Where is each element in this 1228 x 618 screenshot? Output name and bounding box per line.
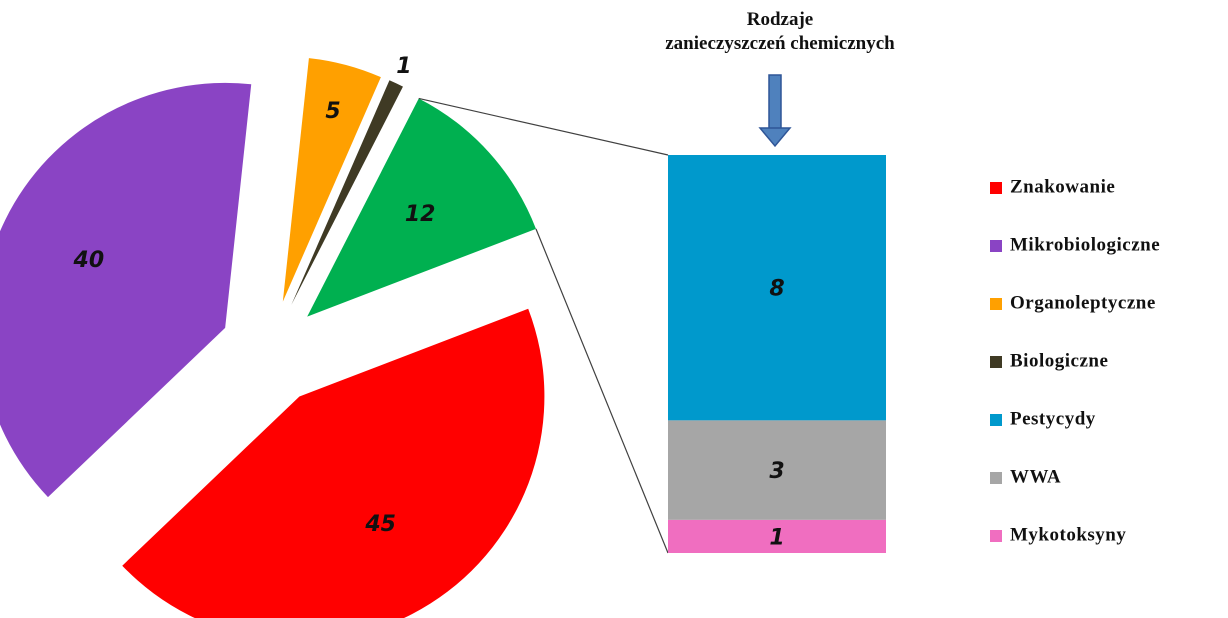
legend-swatch (990, 240, 1002, 252)
data-label: 3 (769, 459, 784, 484)
legend-label: Biologiczne (1010, 350, 1108, 371)
legend-swatch (990, 298, 1002, 310)
legend-swatch (990, 356, 1002, 368)
legend-label: Organoleptyczne (1010, 292, 1156, 313)
data-label: 40 (73, 248, 105, 273)
legend-swatch (990, 472, 1002, 484)
data-label: 1 (769, 525, 784, 550)
data-label: 12 (405, 202, 436, 227)
bar-title: Rodzaje zanieczyszczeń chemicznych (665, 9, 895, 54)
legend-label: WWA (1010, 466, 1061, 487)
legend-label: Mykotoksyny (1010, 524, 1126, 545)
data-label: 45 (364, 512, 396, 537)
legend-label: Mikrobiologiczne (1010, 234, 1160, 255)
data-label: 1 (396, 54, 411, 79)
pie-slice (122, 308, 545, 618)
pie-slice (291, 80, 403, 305)
pie-slice (0, 82, 252, 498)
legend-swatch (990, 182, 1002, 194)
bar-segment (668, 420, 886, 520)
legend-swatch (990, 414, 1002, 426)
arrow (758, 74, 792, 148)
data-label: 8 (769, 277, 784, 302)
bar-segment (668, 155, 886, 421)
legend-label: Pestycydy (1010, 408, 1096, 429)
connector (418, 97, 669, 156)
pie-slice (282, 58, 381, 302)
legend-label: Znakowanie (1010, 176, 1115, 197)
bar-segment (668, 519, 886, 553)
legend-swatch (990, 530, 1002, 542)
pie-slice (307, 98, 536, 317)
data-label: 5 (325, 99, 340, 124)
connector (535, 228, 669, 554)
